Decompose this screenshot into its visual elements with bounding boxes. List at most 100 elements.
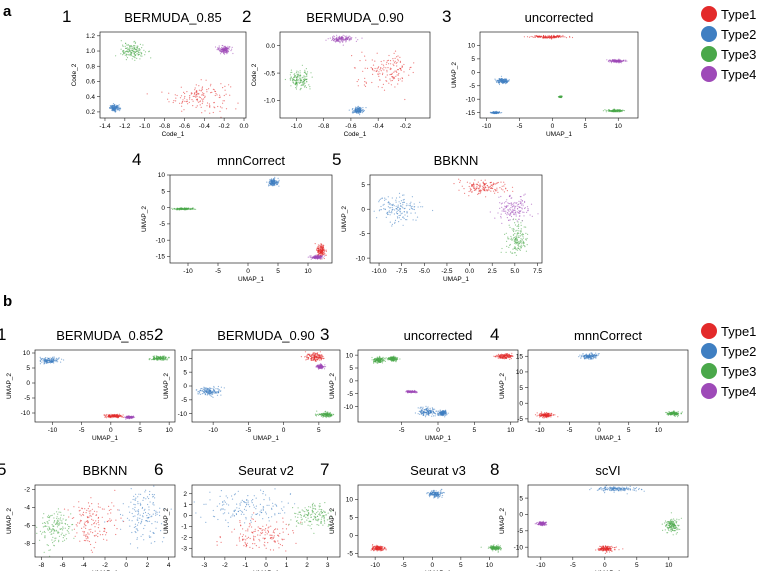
data-point xyxy=(207,390,209,393)
data-point xyxy=(569,35,571,38)
data-point xyxy=(317,366,319,368)
data-point xyxy=(392,77,394,79)
cluster-type4 xyxy=(606,58,628,64)
data-point xyxy=(453,183,455,185)
data-point xyxy=(168,92,170,94)
data-point xyxy=(389,214,391,216)
data-point xyxy=(128,48,130,51)
data-point xyxy=(325,250,327,252)
cluster-type2 xyxy=(489,110,503,115)
data-point xyxy=(349,36,351,38)
data-point xyxy=(360,111,362,113)
y-tick-label: -5 xyxy=(469,83,475,90)
data-point xyxy=(49,359,51,361)
data-point xyxy=(184,207,186,209)
data-point xyxy=(202,92,204,94)
data-point xyxy=(321,247,323,249)
data-point xyxy=(133,50,135,53)
data-point xyxy=(505,251,507,253)
data-point xyxy=(304,72,307,74)
data-point xyxy=(379,209,381,211)
data-point xyxy=(50,360,52,363)
data-point xyxy=(293,82,295,84)
cluster-type1 xyxy=(146,79,239,118)
data-point xyxy=(380,67,382,69)
data-point xyxy=(395,62,397,64)
data-point xyxy=(159,355,161,357)
data-point xyxy=(225,48,227,50)
x-tick-label: 0.0 xyxy=(239,123,248,130)
data-point xyxy=(508,213,510,215)
data-point xyxy=(304,85,306,87)
data-point xyxy=(501,82,503,84)
data-point xyxy=(492,183,494,186)
data-point xyxy=(315,414,317,416)
data-point xyxy=(136,54,138,56)
data-point xyxy=(274,178,276,180)
y-tick-label: 5 xyxy=(361,182,365,189)
data-point xyxy=(126,47,128,49)
data-point xyxy=(362,110,364,112)
data-point xyxy=(268,184,270,186)
data-point xyxy=(429,407,431,409)
data-point xyxy=(129,53,131,55)
data-point xyxy=(519,235,522,237)
data-point xyxy=(327,38,329,40)
data-point xyxy=(390,68,392,70)
data-point xyxy=(54,360,56,362)
data-point xyxy=(564,36,566,38)
data-point xyxy=(417,407,419,409)
data-point xyxy=(351,109,353,111)
data-point xyxy=(127,53,129,56)
data-point xyxy=(395,70,397,72)
data-point xyxy=(397,55,399,57)
data-point xyxy=(389,207,391,209)
data-point xyxy=(606,59,608,61)
data-point xyxy=(127,44,129,46)
data-point xyxy=(547,35,549,37)
data-point xyxy=(485,186,487,189)
plot-frame xyxy=(279,31,431,119)
data-point xyxy=(125,42,127,44)
data-point xyxy=(341,39,343,41)
data-point xyxy=(181,102,183,104)
data-point xyxy=(458,178,460,180)
data-point xyxy=(515,202,517,205)
cluster-type3 xyxy=(602,108,626,113)
data-point xyxy=(209,387,211,389)
data-point xyxy=(521,220,523,222)
data-point xyxy=(332,413,334,415)
data-point xyxy=(118,415,120,417)
data-point xyxy=(519,206,521,208)
data-point xyxy=(507,209,509,211)
data-point xyxy=(512,211,514,213)
data-point xyxy=(481,188,483,190)
data-point xyxy=(518,212,520,214)
data-point xyxy=(214,90,216,92)
data-point xyxy=(319,246,322,248)
data-point xyxy=(204,96,206,99)
data-point xyxy=(213,389,215,391)
data-point xyxy=(505,81,507,83)
data-point xyxy=(161,91,163,93)
data-point xyxy=(299,70,301,72)
data-point xyxy=(391,225,393,227)
data-point xyxy=(473,187,475,189)
data-point xyxy=(509,213,511,215)
data-point xyxy=(554,36,556,38)
data-point xyxy=(515,215,517,217)
data-point xyxy=(332,36,334,38)
data-point xyxy=(506,217,508,219)
data-point xyxy=(394,70,396,72)
panel-number: 2 xyxy=(242,7,251,26)
data-point xyxy=(198,96,200,98)
data-point xyxy=(521,200,523,202)
data-point xyxy=(513,228,515,230)
x-tick-label: -0.6 xyxy=(345,123,357,130)
point-layer xyxy=(109,40,239,118)
data-point xyxy=(510,357,512,360)
data-point xyxy=(303,78,305,80)
data-point xyxy=(509,194,511,196)
data-point xyxy=(389,221,391,223)
data-point xyxy=(321,250,323,252)
